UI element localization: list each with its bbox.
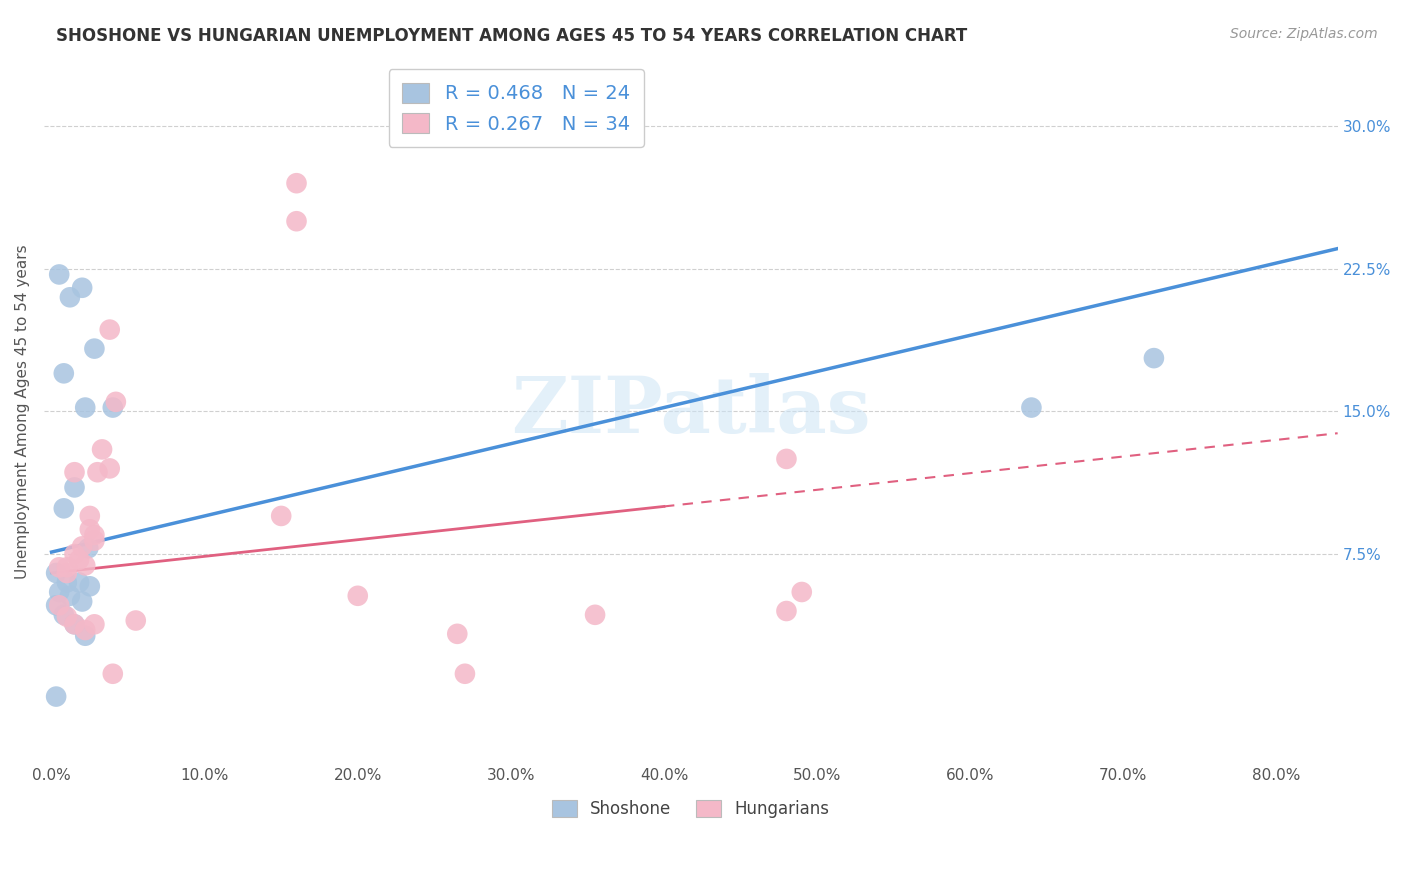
Point xyxy=(98,323,121,337)
Text: Source: ZipAtlas.com: Source: ZipAtlas.com xyxy=(1230,27,1378,41)
Point xyxy=(75,629,97,643)
Point xyxy=(285,176,308,190)
Point xyxy=(52,367,75,381)
Point xyxy=(45,599,67,613)
Point xyxy=(75,558,97,573)
Point xyxy=(83,342,105,356)
Y-axis label: Unemployment Among Ages 45 to 54 years: Unemployment Among Ages 45 to 54 years xyxy=(15,244,30,579)
Point xyxy=(454,666,477,681)
Point xyxy=(59,589,82,603)
Point xyxy=(59,290,82,304)
Point xyxy=(56,609,79,624)
Point xyxy=(52,501,75,516)
Text: SHOSHONE VS HUNGARIAN UNEMPLOYMENT AMONG AGES 45 TO 54 YEARS CORRELATION CHART: SHOSHONE VS HUNGARIAN UNEMPLOYMENT AMONG… xyxy=(56,27,967,45)
Point xyxy=(285,214,308,228)
Point xyxy=(45,566,67,580)
Point xyxy=(83,533,105,548)
Point xyxy=(77,541,100,556)
Point xyxy=(98,461,121,475)
Point xyxy=(79,579,101,593)
Point xyxy=(79,508,101,523)
Point xyxy=(1143,351,1166,365)
Point xyxy=(48,599,70,613)
Point xyxy=(56,575,79,590)
Point xyxy=(56,560,79,574)
Point xyxy=(775,604,797,618)
Point xyxy=(52,607,75,622)
Point xyxy=(70,281,93,295)
Point xyxy=(75,623,97,637)
Point xyxy=(70,540,93,554)
Point xyxy=(446,627,468,641)
Point xyxy=(104,395,127,409)
Point xyxy=(583,607,606,622)
Point xyxy=(101,401,124,415)
Point xyxy=(270,508,292,523)
Point xyxy=(790,585,813,599)
Point xyxy=(91,442,114,457)
Point xyxy=(101,666,124,681)
Point xyxy=(83,528,105,542)
Point xyxy=(63,480,86,494)
Point xyxy=(48,268,70,282)
Point xyxy=(1021,401,1043,415)
Point xyxy=(79,522,101,536)
Point xyxy=(63,465,86,479)
Point xyxy=(70,594,93,608)
Point xyxy=(45,690,67,704)
Point xyxy=(63,617,86,632)
Point xyxy=(63,617,86,632)
Point xyxy=(346,589,368,603)
Point xyxy=(63,547,86,561)
Point xyxy=(86,465,108,479)
Point xyxy=(48,585,70,599)
Point xyxy=(83,617,105,632)
Point xyxy=(67,552,90,566)
Point xyxy=(775,451,797,466)
Legend: Shoshone, Hungarians: Shoshone, Hungarians xyxy=(546,794,837,825)
Point xyxy=(125,614,148,628)
Text: ZIPatlas: ZIPatlas xyxy=(510,374,870,450)
Point xyxy=(48,560,70,574)
Point xyxy=(75,401,97,415)
Point xyxy=(67,575,90,590)
Point xyxy=(56,566,79,580)
